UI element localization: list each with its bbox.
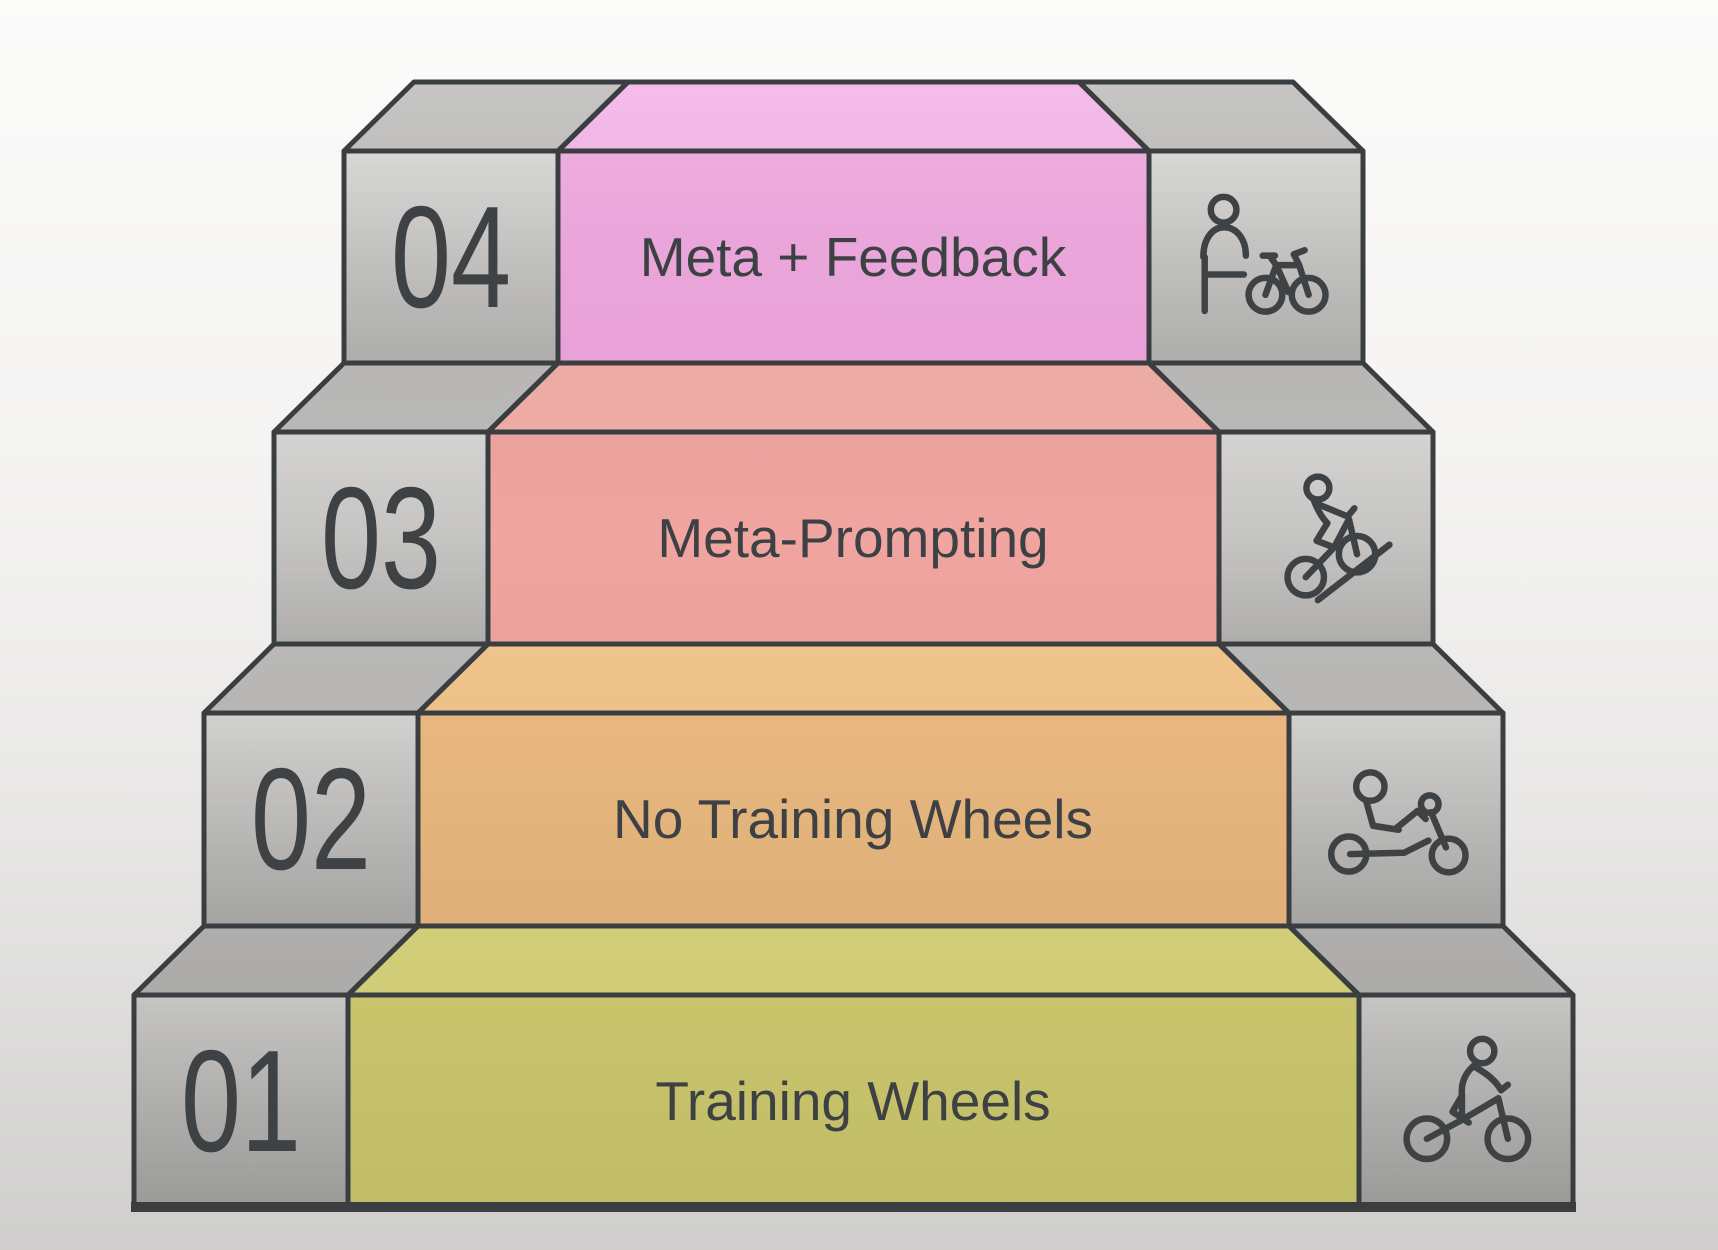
slope-cyclist-icon: [1284, 473, 1393, 604]
step-01-icon-block: [1359, 995, 1573, 1207]
step-03-color-top-surface: [488, 363, 1219, 432]
bike-frame: [1302, 515, 1361, 581]
step-04-color-top-surface: [558, 82, 1149, 151]
person-shoulders: [1200, 224, 1250, 261]
person-head: [1207, 193, 1240, 226]
rear-wheel: [1284, 555, 1328, 599]
step-02-faces: [204, 644, 1503, 926]
recumbent-cyclist-icon: [1327, 769, 1469, 876]
upright-cyclist-icon: [1403, 1035, 1532, 1163]
step-01-number: 01: [181, 1020, 301, 1182]
step-01-label: Training Wheels: [655, 1070, 1050, 1132]
bike-downtube: [1273, 261, 1292, 296]
rider-head: [1303, 473, 1333, 503]
step-02-number: 02: [251, 738, 371, 900]
rider-head: [1466, 1035, 1498, 1067]
bike-rear-wheel: [1245, 274, 1286, 315]
step-03-icon-block: [1219, 432, 1433, 644]
person-with-bicycle-icon: [1200, 193, 1329, 315]
rider-leg: [1313, 519, 1338, 551]
step-labels: Meta + Feedback Meta-Prompting No Traini…: [613, 226, 1093, 1132]
rear-wheel: [1403, 1115, 1451, 1163]
steering-column: [1427, 809, 1450, 851]
step-02-label: No Training Wheels: [613, 788, 1093, 850]
step-numbers: 04 03 02 01: [181, 176, 511, 1182]
step-03-faces: [274, 363, 1433, 644]
rider-torso: [1363, 798, 1402, 834]
step-04-icon-block: [1149, 151, 1363, 363]
step-01-color-top-surface: [348, 926, 1359, 995]
front-wheel: [1484, 1115, 1532, 1163]
bike-frame: [1346, 837, 1432, 858]
bike-front-wheel: [1288, 274, 1329, 315]
rider-head: [1352, 769, 1388, 805]
rider-leg: [1392, 807, 1429, 832]
step-02-icon-block: [1289, 713, 1503, 926]
face-outlines: [131, 79, 1576, 1212]
step-03-label: Meta-Prompting: [657, 507, 1048, 569]
front-wheel: [1428, 835, 1469, 876]
bike-frame: [1423, 1092, 1512, 1143]
step-04-label: Meta + Feedback: [640, 226, 1067, 288]
step-04-number: 04: [391, 176, 511, 338]
step-03-number: 03: [321, 457, 441, 619]
bike-frame: [1259, 247, 1312, 299]
step-02-color-top-surface: [418, 644, 1289, 713]
rider-arm: [1472, 1064, 1512, 1094]
front-wheel: [1335, 532, 1379, 576]
